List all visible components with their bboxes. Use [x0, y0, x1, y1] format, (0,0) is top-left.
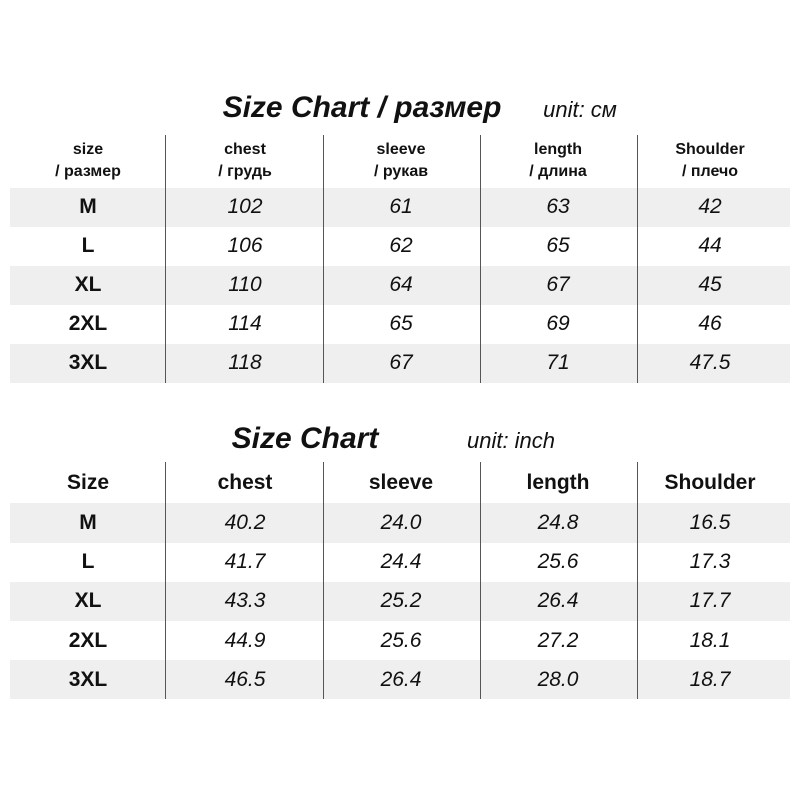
value-cell: 110: [228, 273, 262, 296]
header-cell: / рукав: [373, 163, 429, 180]
header-cell: sleeve: [368, 471, 434, 494]
value-cell: 17.7: [689, 589, 731, 613]
value-cell: 62: [389, 234, 413, 257]
value-cell: 67: [546, 273, 570, 296]
value-cell: 65: [389, 312, 413, 335]
value-cell: 25.6: [537, 550, 579, 574]
value-cell: 63: [546, 195, 570, 218]
header-cell: sleeve: [376, 141, 426, 158]
column-divider: [165, 135, 166, 383]
value-cell: 25.2: [380, 589, 422, 613]
value-cell: 46.5: [224, 667, 266, 691]
value-cell: 24.4: [380, 550, 422, 574]
unit-label: unit: inch: [466, 428, 556, 453]
value-cell: 114: [228, 312, 262, 335]
value-cell: 106: [227, 234, 263, 257]
value-cell: 45: [698, 273, 722, 296]
size-cell: XL: [74, 273, 102, 296]
value-cell: 46: [698, 312, 722, 335]
table-title: Size Chart / размер: [222, 91, 502, 124]
size-cell: 3XL: [68, 351, 108, 374]
value-cell: 18.1: [689, 628, 731, 652]
header-cell: Shoulder: [675, 141, 745, 158]
size-cell: 2XL: [68, 312, 108, 335]
row-band: [10, 581, 790, 621]
value-cell: 67: [389, 351, 413, 374]
size-cell: 3XL: [68, 667, 108, 691]
header-cell: Size: [66, 471, 110, 494]
unit-label: unit: см: [543, 97, 617, 122]
value-cell: 118: [228, 351, 262, 374]
size-cell: M: [79, 195, 97, 218]
value-cell: 102: [227, 195, 263, 218]
value-cell: 40.2: [224, 511, 266, 534]
row-band: [10, 265, 790, 305]
value-cell: 41.7: [224, 550, 266, 574]
value-cell: 27.2: [537, 628, 579, 652]
row-band: [10, 660, 790, 700]
value-cell: 47.5: [689, 351, 731, 374]
table-title: Size Chart: [231, 422, 379, 455]
value-cell: 25.6: [380, 628, 422, 652]
row-band: [10, 343, 790, 383]
value-cell: 18.7: [689, 667, 731, 691]
header-cell: Shoulder: [664, 471, 756, 494]
value-cell: 26.4: [380, 667, 422, 691]
value-cell: 24.8: [537, 511, 579, 534]
header-cell: chest: [224, 141, 266, 158]
value-cell: 71: [546, 351, 570, 374]
value-cell: 44: [698, 234, 722, 257]
column-divider: [480, 135, 481, 383]
row-band: [10, 503, 790, 543]
column-divider: [323, 135, 324, 383]
value-cell: 42: [698, 195, 722, 218]
header-cell: length: [534, 141, 582, 158]
header-cell: length: [526, 471, 590, 494]
header-cell: / плечо: [681, 163, 739, 180]
header-cell: chest: [217, 471, 273, 494]
value-cell: 69: [546, 312, 570, 335]
value-cell: 16.5: [689, 511, 731, 534]
column-divider: [165, 462, 166, 700]
header-cell: / грудь: [218, 163, 272, 180]
size-cell: L: [81, 550, 95, 574]
value-cell: 17.3: [689, 550, 731, 574]
size-cell: 2XL: [68, 628, 108, 652]
value-cell: 61: [389, 195, 413, 218]
column-divider: [637, 135, 638, 383]
value-cell: 24.0: [380, 511, 422, 534]
row-band: [10, 187, 790, 227]
value-cell: 64: [389, 273, 413, 296]
size-cell: L: [81, 234, 95, 257]
header-cell: / размер: [55, 163, 121, 180]
column-divider: [480, 462, 481, 700]
value-cell: 43.3: [224, 589, 266, 613]
value-cell: 65: [546, 234, 570, 257]
column-divider: [323, 462, 324, 700]
header-cell: size: [72, 141, 104, 158]
column-divider: [637, 462, 638, 700]
header-cell: / длина: [529, 163, 587, 180]
size-cell: XL: [74, 589, 102, 613]
size-cell: M: [79, 511, 97, 534]
value-cell: 26.4: [537, 589, 579, 613]
value-cell: 44.9: [224, 628, 266, 652]
value-cell: 28.0: [537, 667, 579, 691]
